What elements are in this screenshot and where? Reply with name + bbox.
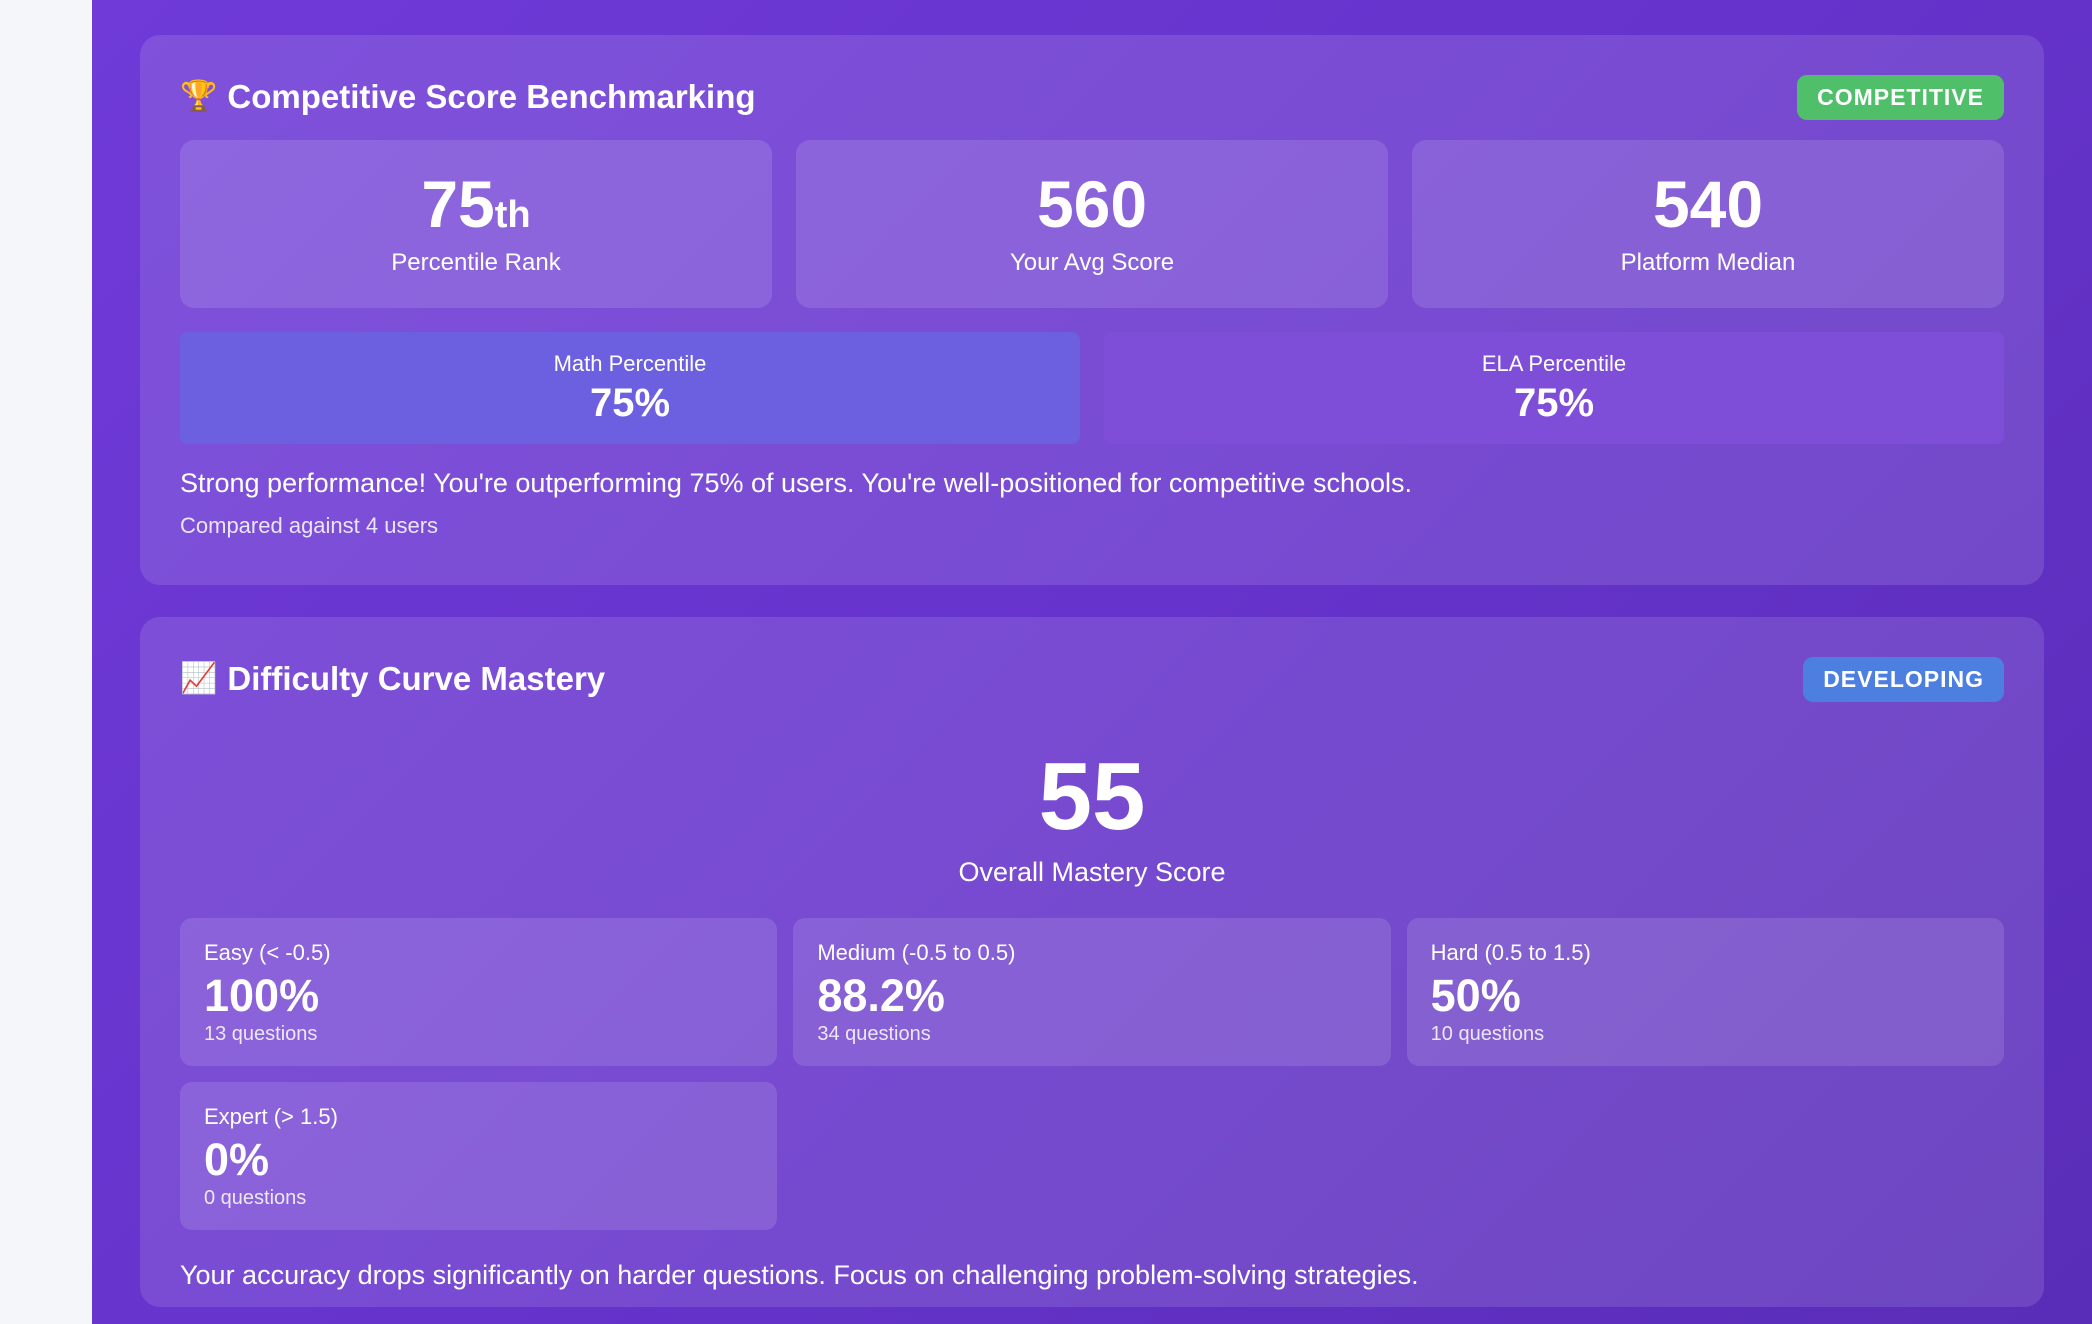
avg-score-stat: 560 Your Avg Score [796,140,1388,308]
math-percentile: Math Percentile 75% [180,332,1080,444]
difficulty-easy: Easy (< -0.5) 100% 13 questions [180,918,778,1066]
difficulty-levels: Easy (< -0.5) 100% 13 questions Medium (… [180,918,2004,1230]
difficulty-accuracy: 88.2% [817,970,945,1021]
card-title-text: Difficulty Curve Mastery [227,660,606,697]
trophy-icon: 🏆 [180,79,218,114]
percentile-rank-value: 75th [421,167,531,241]
math-percentile-label: Math Percentile [553,350,707,376]
ela-percentile: ELA Percentile 75% [1104,332,2004,444]
percentile-rank-label: Percentile Rank [391,249,561,276]
card-title: 🏆 Competitive Score Benchmarking [180,78,756,116]
competitive-message: Strong performance! You're outperforming… [180,468,1412,498]
platform-median-stat: 540 Platform Median [1412,140,2004,308]
card-title: 📈 Difficulty Curve Mastery [180,660,605,698]
platform-median-label: Platform Median [1620,249,1796,276]
difficulty-question-count: 13 questions [204,1023,318,1046]
difficulty-label: Expert (> 1.5) [204,1104,338,1129]
avg-score-label: Your Avg Score [1009,249,1175,276]
percentile-suffix: th [494,194,531,236]
status-badge: DEVELOPING [1803,656,2004,702]
math-percentile-value: 75% [589,380,671,425]
status-badge: COMPETITIVE [1797,74,2004,120]
platform-median-value: 540 [1652,167,1764,241]
main-content: 🏆 Competitive Score Benchmarking COMPETI… [92,0,2092,1324]
comparison-footnote: Compared against 4 users [180,513,439,538]
difficulty-label: Medium (-0.5 to 0.5) [817,940,1016,965]
difficulty-mastery-card: 📈 Difficulty Curve Mastery DEVELOPING 55… [140,617,2044,1307]
difficulty-medium: Medium (-0.5 to 0.5) 88.2% 34 questions [793,918,1391,1066]
competitive-benchmark-card: 🏆 Competitive Score Benchmarking COMPETI… [140,35,2044,585]
ela-percentile-label: ELA Percentile [1481,350,1627,376]
overall-mastery: 55 Overall Mastery Score [180,749,2004,888]
card-header: 🏆 Competitive Score Benchmarking COMPETI… [180,62,2004,132]
difficulty-label: Hard (0.5 to 1.5) [1430,940,1591,965]
difficulty-question-count: 34 questions [817,1023,931,1046]
difficulty-expert: Expert (> 1.5) 0% 0 questions [180,1082,778,1230]
difficulty-accuracy: 0% [204,1134,270,1185]
subject-percentiles: Math Percentile 75% ELA Percentile 75% [180,332,2004,444]
mastery-score-label: Overall Mastery Score [958,857,1226,887]
ela-percentile-value: 75% [1513,380,1595,425]
stats-row: 75th Percentile Rank 560 Your Avg Score … [180,140,2004,308]
difficulty-hard: Hard (0.5 to 1.5) 50% 10 questions [1406,918,2004,1066]
difficulty-accuracy: 50% [1430,970,1521,1021]
avg-score-value: 560 [1036,167,1148,241]
difficulty-message: Your accuracy drops significantly on har… [180,1260,1419,1290]
mastery-score-value: 55 [1038,743,1146,850]
difficulty-label: Easy (< -0.5) [204,940,331,965]
card-title-text: Competitive Score Benchmarking [227,78,756,115]
difficulty-accuracy: 100% [204,970,320,1021]
difficulty-question-count: 10 questions [1430,1023,1545,1046]
card-header: 📈 Difficulty Curve Mastery DEVELOPING [180,644,2004,714]
difficulty-question-count: 0 questions [204,1187,307,1210]
percentile-rank-stat: 75th Percentile Rank [180,140,772,308]
chart-increasing-icon: 📈 [180,661,218,696]
